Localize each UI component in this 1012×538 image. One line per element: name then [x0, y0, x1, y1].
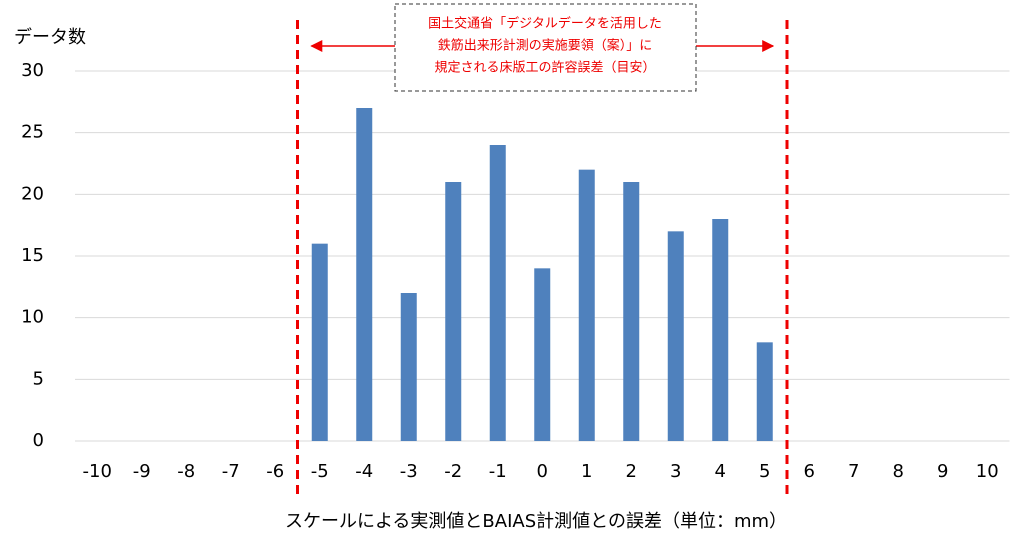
annotation-box — [394, 3, 697, 92]
x-tick-label: -6 — [266, 461, 284, 482]
bar — [756, 342, 773, 441]
x-axis-label: スケールによる実測値とBAIAS計測値との誤差（単位：mm） — [285, 511, 787, 532]
y-tick-label: 15 — [21, 245, 44, 266]
bar — [534, 268, 551, 441]
x-tick-label: 8 — [893, 461, 904, 482]
bar — [356, 108, 373, 441]
x-tick-label: -10 — [83, 461, 112, 482]
x-tick-label: 6 — [804, 461, 815, 482]
x-tick-label: -5 — [311, 461, 329, 482]
annotation-text: 国土交通省「デジタルデータを活用した — [428, 16, 662, 32]
bar — [400, 293, 417, 441]
y-tick-label: 5 — [33, 368, 44, 389]
bar — [445, 182, 462, 441]
x-tick-label: -4 — [355, 461, 373, 482]
y-tick-label: 10 — [21, 307, 44, 328]
x-tick-label: 0 — [537, 461, 548, 482]
x-tick-label: -8 — [177, 461, 195, 482]
bar — [623, 182, 640, 441]
annotation-text: 規定される床版工の許容誤差（目安） — [434, 60, 655, 76]
y-tick-label: 30 — [21, 60, 44, 81]
x-tick-label: 4 — [715, 461, 726, 482]
annotation-text: 鉄筋出来形計測の実施要領（案）」に — [438, 38, 653, 54]
x-tick-label: 7 — [848, 461, 859, 482]
x-tick-label: 9 — [937, 461, 948, 482]
x-tick-label: -2 — [444, 461, 462, 482]
y-axis-label: データ数 — [14, 27, 86, 48]
bar — [311, 243, 328, 441]
bar — [578, 169, 595, 441]
x-tick-label: -9 — [133, 461, 151, 482]
bar — [489, 145, 506, 441]
x-tick-label: -1 — [489, 461, 507, 482]
x-tick-label: 3 — [670, 461, 681, 482]
x-tick-label: -7 — [222, 461, 240, 482]
x-tick-label: -3 — [400, 461, 418, 482]
y-tick-label: 0 — [33, 430, 44, 451]
y-tick-label: 20 — [21, 183, 44, 204]
bar — [712, 219, 729, 441]
x-tick-label: 2 — [626, 461, 637, 482]
x-tick-label: 1 — [581, 461, 592, 482]
y-tick-label: 25 — [21, 122, 44, 143]
x-tick-label: 5 — [759, 461, 770, 482]
bar — [667, 231, 684, 441]
x-tick-label: 10 — [976, 461, 999, 482]
